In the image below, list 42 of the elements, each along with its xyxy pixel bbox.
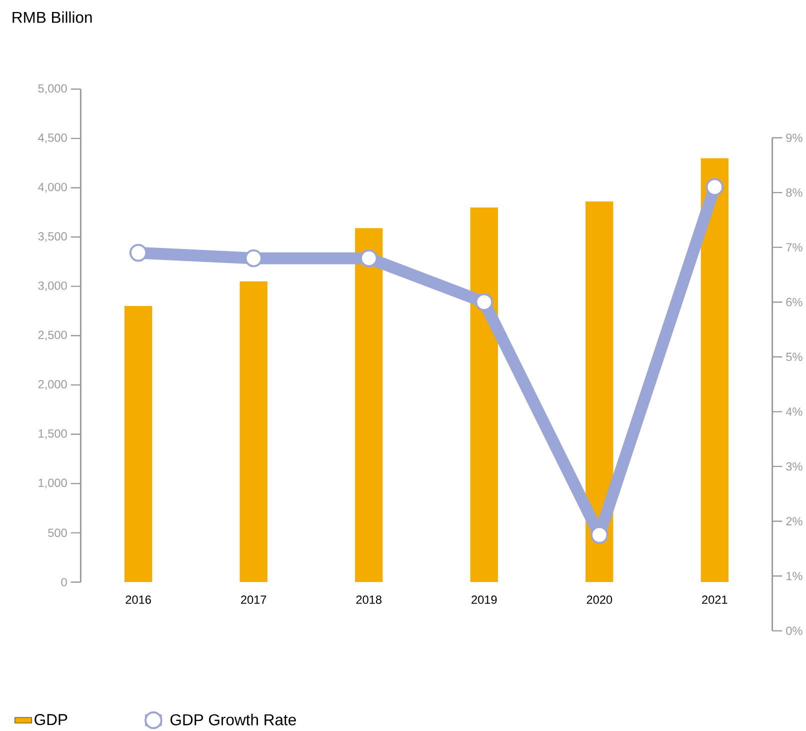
y-axis-title: RMB Billion [12,12,92,24]
bar [700,158,728,582]
y2-tick-label: 6% [786,298,802,306]
y2-tick-label: 4% [786,408,802,416]
point [475,293,494,312]
y2-tick-label: 7% [786,243,802,252]
bar [355,228,383,582]
y-tick-label: 4,000 [38,183,67,193]
point [590,526,608,544]
y-tick-label: 3,000 [38,282,67,292]
point [360,250,378,268]
x-tick-label: 2020 [586,596,612,604]
point [244,250,262,268]
y-tick-label: 1,000 [38,478,67,489]
bar [586,202,614,582]
y2-tick-label: 3% [786,462,802,471]
bar [470,208,498,582]
x-tick-label: 2017 [241,596,266,604]
y-tick-label: 500 [48,528,67,538]
x-tick-label: 2021 [702,596,728,604]
y-tick-label: 0 [61,578,67,586]
y2-tick-label: 2% [786,517,802,526]
y2-tick-label: 8% [786,188,802,197]
y-tick-label: 3,500 [38,232,67,242]
bar [240,282,268,582]
y-tick-label: 4,500 [38,134,67,144]
y-tick-label: 1,500 [38,430,67,440]
x-tick-label: 2019 [472,596,497,604]
y-tick-label: 2,500 [38,330,67,341]
point [706,178,724,196]
y-tick-label: 2,000 [38,380,67,390]
y2-tick-label: 5% [786,352,802,362]
point [129,244,148,262]
y2-tick-label: 0% [786,626,802,636]
legend-label: GDP Growth Rate [170,714,296,726]
x-tick-label: 2016 [126,596,151,604]
y2-tick-label: 1% [786,572,802,580]
y2-tick-label: 9% [786,134,802,142]
x-tick-label: 2018 [356,596,382,604]
y-tick-label: 5,000 [38,84,67,94]
bar [124,306,152,582]
legend-label: GDP [34,714,68,726]
